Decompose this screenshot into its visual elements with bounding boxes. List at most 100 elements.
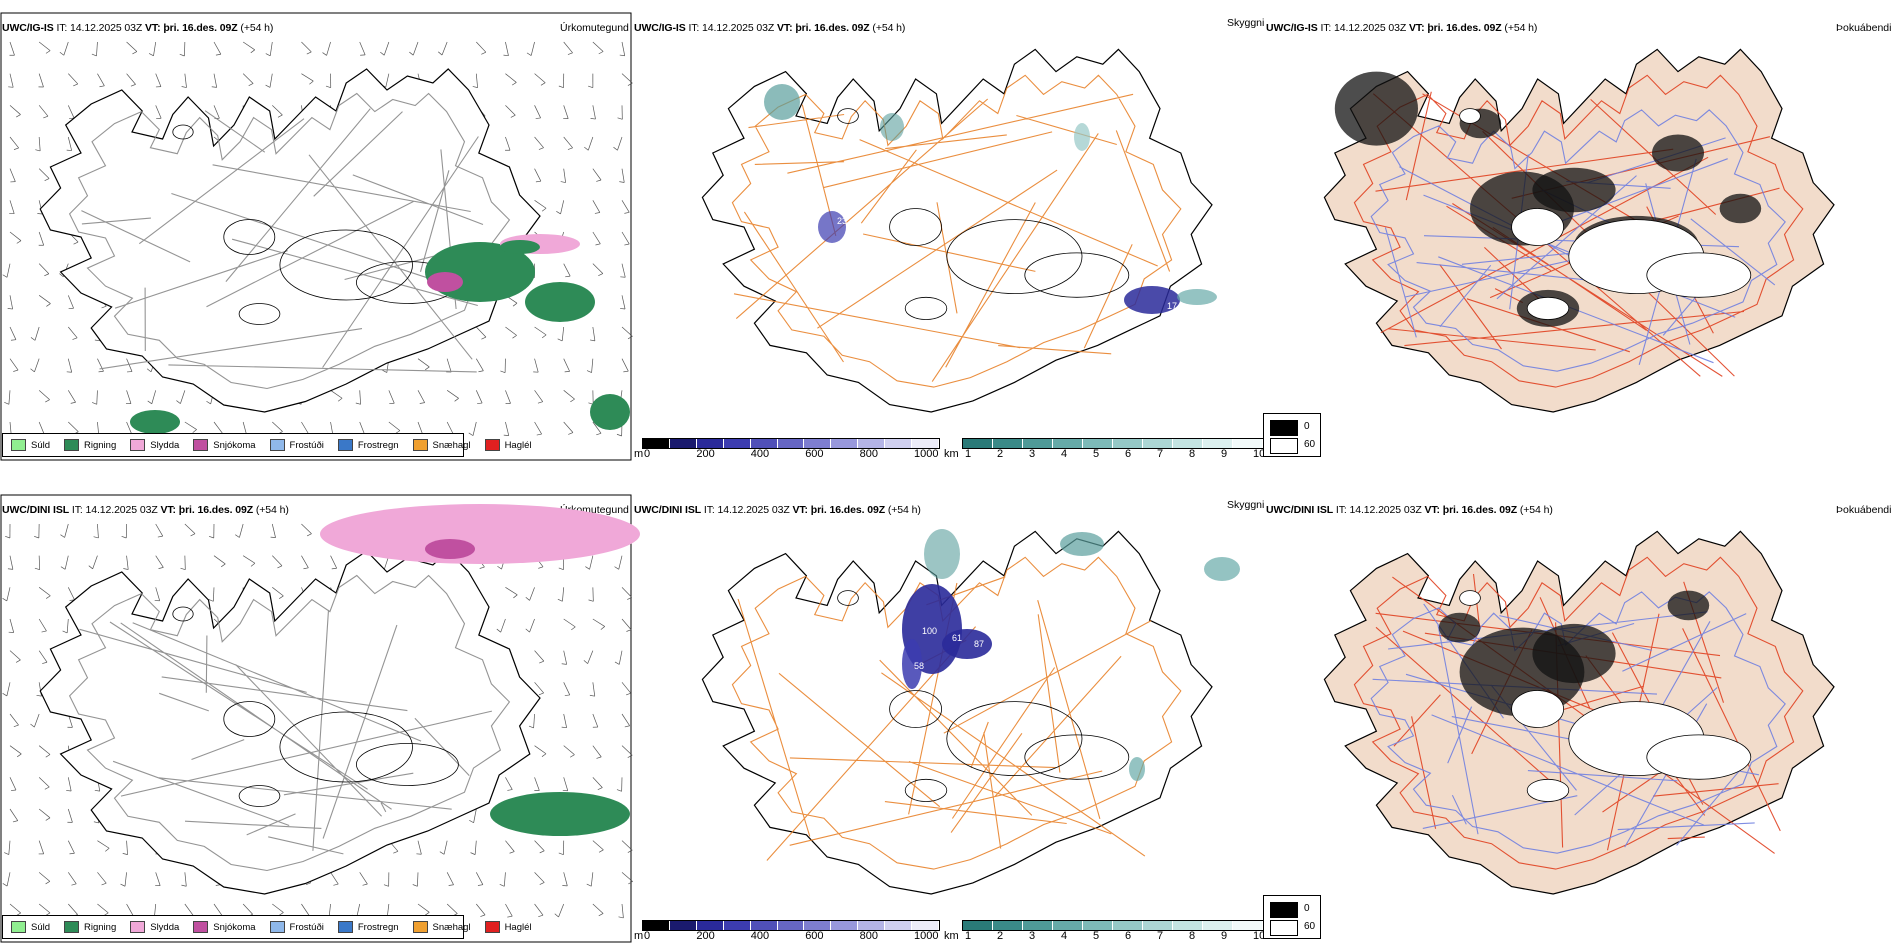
legend-label: Súld	[31, 921, 51, 933]
ceiling-value-label: 100	[922, 626, 937, 636]
panel-variable-label: Skyggni	[1227, 499, 1265, 511]
legend-entry: Snjókoma	[193, 921, 256, 933]
panel-variable-label: Skyggni	[1227, 17, 1265, 29]
road-network	[68, 574, 511, 872]
ceiling-tick-label: 800	[859, 930, 878, 942]
map-frame	[0, 494, 632, 943]
glacier-outline	[946, 701, 1083, 776]
fog-legend-low-swatch	[1270, 920, 1298, 936]
legend-entry: Slydda	[130, 439, 179, 451]
glacier-outline	[172, 124, 194, 140]
visibility-tick-label: 10	[1253, 448, 1266, 460]
visibility-unit-label: km	[944, 930, 959, 942]
colorbar-segment	[993, 439, 1023, 448]
ceiling-tick-label: 0	[644, 448, 651, 460]
colorbar-segment	[1053, 439, 1083, 448]
glacier-outline	[223, 219, 276, 255]
road-network	[68, 92, 511, 390]
visibility-tick-label: 3	[1029, 448, 1036, 460]
ceiling-visibility-colorbars: m 0 200 400 600 800 1000 km 1 2 3 4 5 6 7 8 9 10	[632, 918, 1272, 944]
legend-entry: Haglél	[484, 921, 532, 933]
legend-label: Rigning	[84, 921, 117, 933]
colorbar-segment	[1113, 439, 1143, 448]
map-frame	[0, 12, 632, 461]
legend-label: Snjókoma	[213, 439, 256, 451]
glacier-outline	[889, 208, 942, 246]
ceiling-tick-label: 200	[696, 930, 715, 942]
ceiling-tick-label: 0	[644, 930, 651, 942]
legend-entry: Snæhagl	[412, 921, 471, 933]
glacier-outline	[355, 743, 459, 786]
map-fog	[1323, 48, 1835, 413]
low-visibility-area	[1060, 532, 1104, 556]
visibility-tick-label: 6	[1125, 930, 1132, 942]
legend-entry: Frostúði	[269, 921, 324, 933]
legend-swatch	[337, 921, 353, 933]
legend-label: Haglél	[504, 921, 532, 933]
legend-swatch	[130, 921, 146, 933]
legend-entry: Frostregn	[337, 439, 399, 451]
low-visibility-area	[1074, 123, 1090, 151]
colorbar-segment	[696, 439, 724, 448]
ceiling-colorbar	[642, 438, 940, 449]
visibility-tick-label: 6	[1125, 448, 1132, 460]
snow-area	[425, 539, 475, 559]
ceiling-tick-label: 600	[805, 448, 824, 460]
colorbar-segment	[777, 921, 805, 930]
visibility-tick-label: 8	[1189, 448, 1196, 460]
snow-area	[427, 272, 463, 292]
colorbar-segment	[723, 921, 751, 930]
colorbar-segment	[804, 921, 832, 930]
legend-swatch	[484, 439, 500, 451]
visibility-colorbar	[962, 438, 1264, 449]
legend-swatch	[269, 921, 285, 933]
colorbar-segment	[831, 921, 859, 930]
iceland-coastline	[39, 550, 541, 895]
glacier-outline	[1459, 108, 1481, 124]
legend-swatch	[130, 439, 146, 451]
colorbar-segment	[912, 921, 939, 930]
colorbar-segment	[723, 439, 751, 448]
fog-legend-high-label: 0	[1304, 421, 1310, 432]
visibility-tick-label: 1	[965, 448, 972, 460]
ceiling-visibility-colorbars: m 0 200 400 600 800 1000 km 1 2 3 4 5 6 7 8 9 10	[632, 436, 1272, 462]
ceiling-value-label: 23	[837, 216, 847, 226]
legend-label: Snjókoma	[213, 921, 256, 933]
legend-label: Snæhagl	[432, 921, 471, 933]
glacier-outline	[889, 690, 942, 728]
low-ceiling-area	[1124, 286, 1180, 314]
rain-area	[490, 792, 630, 836]
colorbar-segment	[831, 439, 859, 448]
fog-legend-low-label: 60	[1304, 921, 1316, 932]
glacier-outline	[904, 778, 948, 802]
glacier-outline	[1024, 252, 1130, 298]
ceiling-value-label: 58	[914, 661, 924, 671]
glacier-outline	[1646, 252, 1752, 298]
legend-label: Haglél	[504, 439, 532, 451]
glacier-outline	[238, 303, 281, 325]
visibility-tick-label: 2	[997, 930, 1004, 942]
glacier-outline	[172, 606, 194, 622]
ceiling-tick-label: 1000	[914, 448, 939, 460]
colorbar-segment	[669, 921, 697, 930]
ceiling-tick-label: 1000	[914, 930, 939, 942]
panel-title: UWC/IG-IS IT: 14.12.2025 03Z VT: þri. 16…	[634, 22, 906, 34]
map-precip	[0, 12, 633, 461]
colorbar-segment	[1023, 921, 1053, 930]
glacier-outline	[223, 701, 276, 737]
visibility-tick-label: 7	[1157, 930, 1164, 942]
panel-fog-top: UWC/IG-IS IT: 14.12.2025 03Z VT: þri. 16…	[1264, 12, 1900, 462]
map-precip	[0, 494, 640, 943]
glacier-outline	[279, 229, 413, 301]
low-visibility-area	[924, 529, 960, 579]
colorbar-segment	[1143, 439, 1173, 448]
panel-fog-bottom: UWC/DINI ISL IT: 14.12.2025 03Z VT: þri.…	[1264, 494, 1900, 944]
fog-area	[1652, 134, 1704, 172]
ceiling-value-label: 87	[974, 639, 984, 649]
colorbar-segment	[643, 921, 670, 930]
ceiling-value-label: 17	[1167, 301, 1177, 311]
colorbar-segment	[858, 921, 886, 930]
fog-area	[1719, 193, 1762, 224]
visibility-tick-label: 4	[1061, 448, 1068, 460]
ceiling-unit-label: m	[634, 448, 644, 460]
